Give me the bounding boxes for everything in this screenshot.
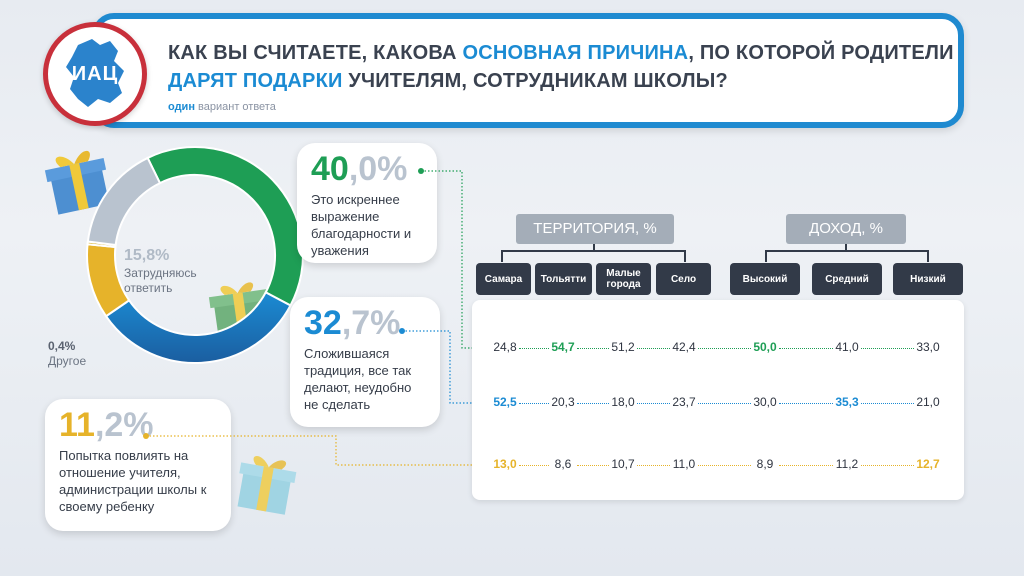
table-cell: 21,0 — [916, 395, 940, 409]
group-title-territory: ТЕРРИТОРИЯ, % — [516, 214, 674, 244]
pct-frac: ,2% — [94, 406, 154, 444]
title-part: ДАРЯТ ПОДАРКИ — [168, 70, 343, 92]
col-head-low: Низкий — [893, 263, 963, 295]
table-cell: 54,7 — [551, 340, 575, 354]
row-connector — [519, 348, 549, 349]
callout-influence: 11,2% Попытка повлиять на отношение учит… — [45, 399, 231, 531]
col-head-togliatti: Тольятти — [535, 263, 592, 295]
iac-logo: ИАЦ — [43, 22, 147, 126]
pct-whole: 40 — [311, 150, 349, 188]
row-connector — [861, 465, 914, 466]
table-cell: 8,6 — [554, 457, 572, 471]
table-cell: 51,2 — [611, 340, 635, 354]
table-cell: 11,0 — [672, 457, 696, 471]
callout-sincere-pct: 40,0% — [311, 151, 423, 187]
table-cell: 12,7 — [916, 457, 940, 471]
logo-text: ИАЦ — [71, 63, 119, 85]
table-cell: 33,0 — [916, 340, 940, 354]
table-cell: 52,5 — [493, 395, 517, 409]
table-cell: 35,3 — [835, 395, 859, 409]
slice-dk-pct: 15,8% — [124, 247, 170, 264]
answer-type-note: один вариант ответа — [168, 101, 276, 113]
donut-chart — [86, 146, 304, 364]
row-connector — [577, 465, 609, 466]
row-connector — [779, 348, 833, 349]
slice-dk-label: 15,8% Затрудняюсь ответить — [124, 246, 214, 296]
title-part: , ПО КОТОРОЙ РОДИТЕЛИ — [688, 42, 954, 64]
table-cell: 41,0 — [835, 340, 859, 354]
bracket-territory — [501, 250, 686, 262]
table-cell: 11,2 — [835, 457, 859, 471]
pct-frac: ,0% — [348, 150, 408, 188]
row-connector — [637, 465, 670, 466]
slice-other-label: 0,4% Другое — [48, 339, 86, 369]
col-head-samara: Самара — [476, 263, 531, 295]
table-cell: 8,9 — [756, 457, 774, 471]
donut-slice-tradition — [104, 291, 292, 364]
col-head-middle: Средний — [812, 263, 882, 295]
slice-dk-text: Затрудняюсь ответить — [124, 266, 197, 295]
row-connector — [861, 403, 914, 404]
slice-other-pct: 0,4% — [48, 339, 76, 353]
callout-influence-pct: 11,2% — [59, 407, 217, 443]
col-head-village: Село — [656, 263, 711, 295]
slice-other-text: Другое — [48, 354, 87, 368]
pct-frac: ,7% — [341, 304, 401, 342]
row-connector — [577, 348, 609, 349]
row-connector — [779, 465, 833, 466]
bracket-income — [765, 250, 929, 262]
title-part: УЧИТЕЛЯМ, СОТРУДНИКАМ ШКОЛЫ? — [342, 70, 728, 92]
col-head-high: Высокий — [730, 263, 800, 295]
question-title: КАК ВЫ СЧИТАЕТЕ, КАКОВА ОСНОВНАЯ ПРИЧИНА… — [168, 39, 958, 95]
donut-slice-influence — [86, 243, 131, 318]
table-cell: 18,0 — [611, 395, 635, 409]
row-connector — [519, 403, 549, 404]
title-part: КАК ВЫ СЧИТАЕТЕ, КАКОВА — [168, 42, 463, 64]
col-head-small-towns: Малые города — [596, 263, 651, 295]
callout-sincere: 40,0% Это искреннее выражение благодарно… — [297, 143, 437, 263]
donut-slice-sincere — [146, 146, 304, 307]
table-cell: 50,0 — [753, 340, 777, 354]
gift-box-icon — [237, 456, 297, 515]
group-title-income: ДОХОД, % — [786, 214, 906, 244]
row-connector — [861, 348, 914, 349]
gift-box-icon — [44, 150, 110, 215]
answer-type-bold: один — [168, 101, 195, 113]
row-connector — [698, 465, 751, 466]
callout-tradition-pct: 32,7% — [304, 305, 426, 341]
table-cell: 10,7 — [611, 457, 635, 471]
row-connector — [698, 348, 751, 349]
callout-influence-text: Попытка повлиять на отношение учителя, а… — [59, 448, 207, 514]
table-cell: 42,4 — [672, 340, 696, 354]
answer-type-rest: вариант ответа — [194, 101, 276, 113]
row-connector — [779, 403, 833, 404]
table-cell: 13,0 — [493, 457, 517, 471]
row-connector — [577, 403, 609, 404]
callout-sincere-text: Это искреннее выражение благодарности и … — [311, 192, 412, 258]
table-cell: 23,7 — [672, 395, 696, 409]
donut-slice-dk — [86, 156, 162, 247]
table-cell: 20,3 — [551, 395, 575, 409]
callout-tradition: 32,7% Сложившаяся традиция, все так дела… — [290, 297, 440, 427]
question-header: КАК ВЫ СЧИТАЕТЕ, КАКОВА ОСНОВНАЯ ПРИЧИНА… — [92, 13, 964, 128]
table-cell: 30,0 — [753, 395, 777, 409]
table-cell: 24,8 — [493, 340, 517, 354]
row-connector — [519, 465, 549, 466]
table-panel — [472, 300, 964, 500]
title-part: ОСНОВНАЯ ПРИЧИНА — [462, 42, 689, 64]
region-map-icon — [66, 39, 124, 107]
row-connector — [698, 403, 751, 404]
row-connector — [637, 348, 670, 349]
row-connector — [637, 403, 670, 404]
pct-whole: 32 — [304, 304, 342, 342]
pct-whole: 11 — [59, 406, 95, 444]
callout-tradition-text: Сложившаяся традиция, все так делают, не… — [304, 346, 412, 412]
